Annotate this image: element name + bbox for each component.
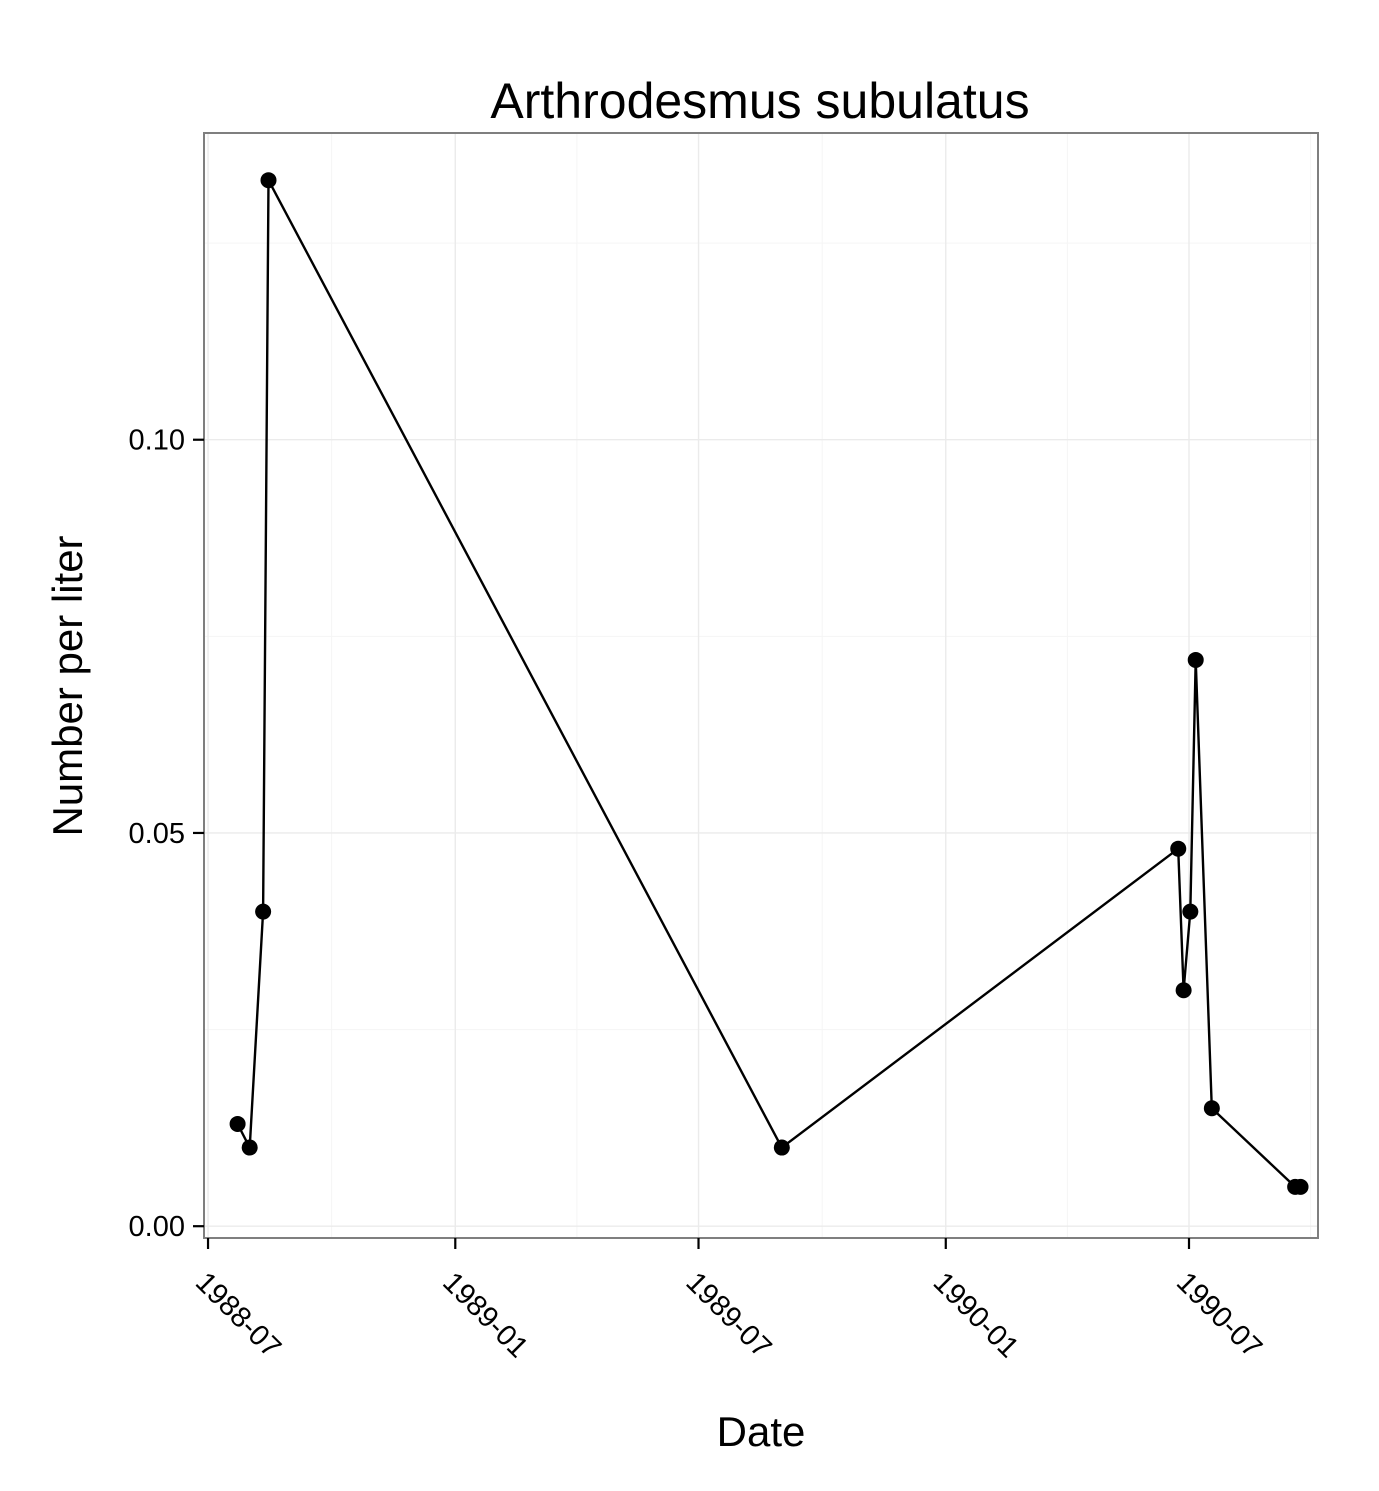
minor-gridlines-y [204,242,1318,1031]
data-point [241,1139,258,1156]
y-axis: 0.00 0.05 0.10 [129,425,204,1243]
major-gridlines-y [204,439,1318,1227]
y-tick-label: 0.10 [129,425,185,457]
series-line [236,179,1301,1189]
data-point [260,172,277,189]
plot-panel-border [203,132,1319,1239]
x-tick-label: 1988-07 [189,1266,287,1364]
y-tick-label: 0.00 [129,1211,185,1243]
data-point [255,903,272,920]
minor-gridlines-x [331,133,1312,1238]
data-point [1292,1178,1309,1195]
data-point [229,1115,246,1132]
y-axis-title: Number per liter [44,535,91,836]
data-point [1175,982,1192,999]
x-tick-label: 1989-07 [680,1266,778,1364]
major-gridlines-x [207,133,1190,1238]
x-axis: 1988-07 1989-01 1989-07 1990-01 1990-07 [189,1238,1268,1364]
data-point [1203,1100,1220,1117]
chart-title: Arthrodesmus subulatus [490,73,1029,129]
data-point [1187,651,1204,668]
x-tick-label: 1989-01 [436,1266,534,1364]
data-point [773,1139,790,1156]
x-axis-title: Date [717,1408,806,1455]
x-tick-label: 1990-07 [1170,1266,1268,1364]
x-tick-label: 1990-01 [927,1266,1025,1364]
data-point [1182,903,1199,920]
series-layer [229,172,1309,1195]
data-point [1170,840,1187,857]
y-tick-label: 0.05 [129,818,185,850]
